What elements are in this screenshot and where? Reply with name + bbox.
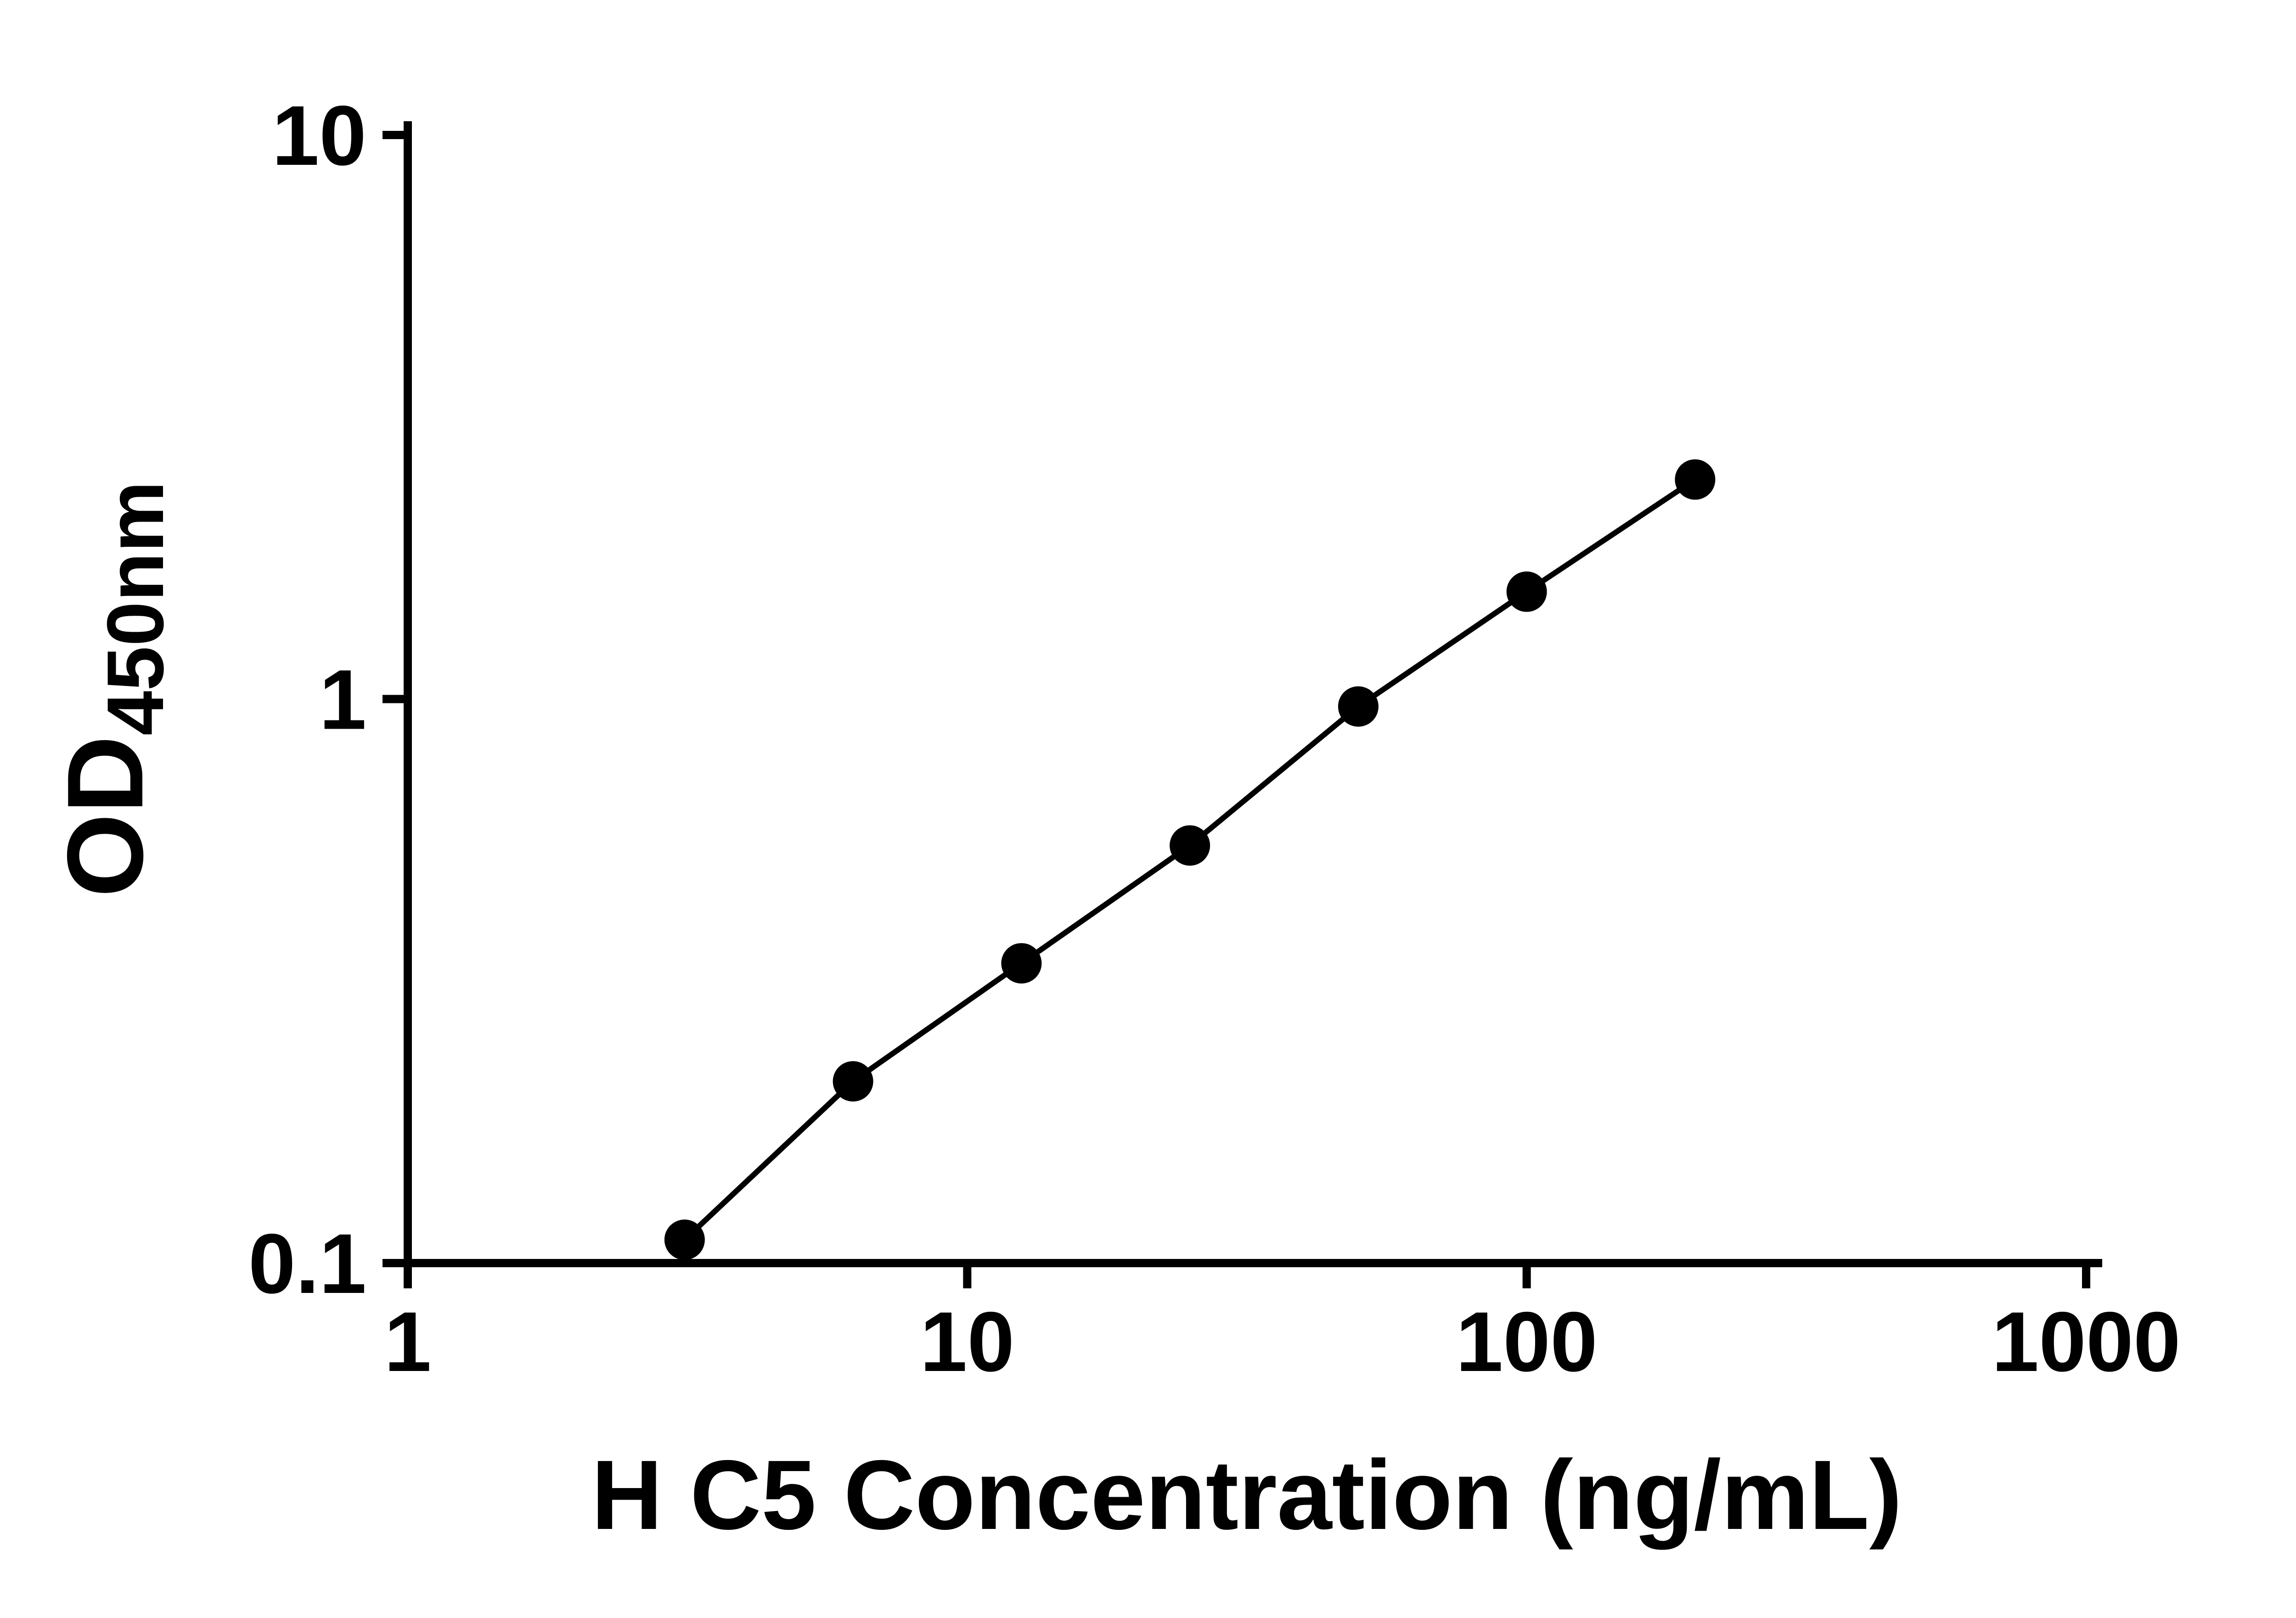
- x-axis-tick-label: 10: [920, 1295, 1014, 1389]
- y-axis-title: OD450nm: [45, 481, 180, 898]
- data-point: [1338, 686, 1379, 727]
- x-axis-tick-label: 1000: [1992, 1295, 2181, 1389]
- y-axis-tick-label: 0.1: [248, 1217, 366, 1311]
- y-axis-title-sub: 450nm: [91, 481, 180, 736]
- data-point: [1001, 943, 1042, 984]
- data-point: [664, 1219, 705, 1260]
- x-axis-title: H C5 Concentration (ng/mL): [591, 1439, 1902, 1550]
- data-point: [833, 1061, 873, 1102]
- data-point: [1675, 459, 1716, 500]
- data-point: [1170, 825, 1210, 866]
- y-axis-title-main: OD: [45, 736, 165, 898]
- y-axis-tick-label: 1: [319, 653, 366, 747]
- x-axis-tick-label: 100: [1456, 1295, 1598, 1389]
- y-axis-tick-label: 10: [272, 89, 366, 183]
- x-axis-tick-label: 1: [384, 1295, 432, 1389]
- data-point: [1506, 571, 1547, 612]
